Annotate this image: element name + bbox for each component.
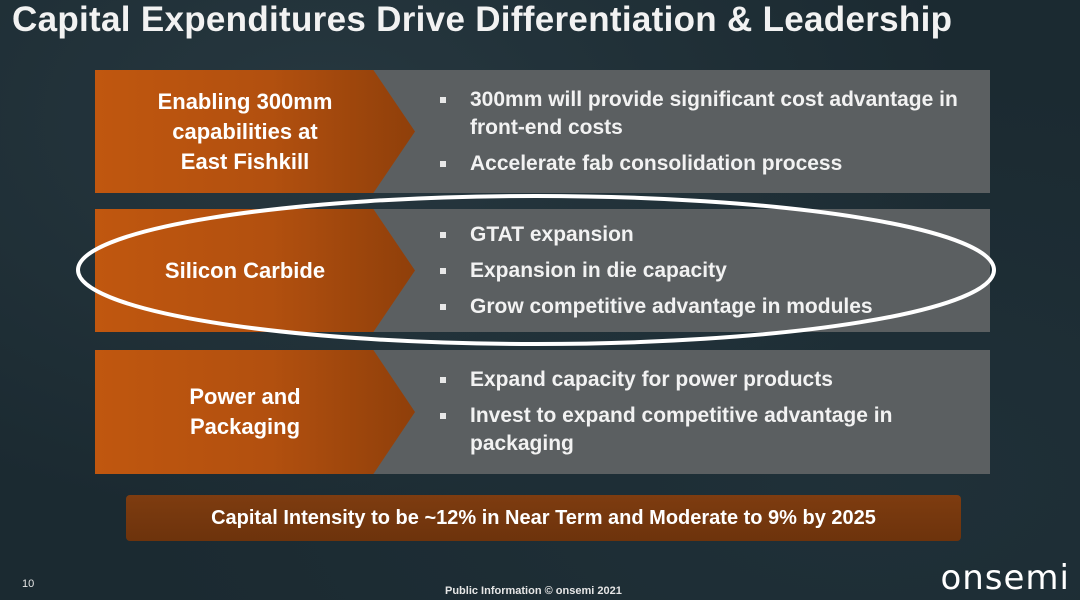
bullet-text: Expansion in die capacity	[470, 258, 727, 282]
bullet-text: Expand capacity for power products	[470, 368, 833, 391]
bullet-list: Expand capacity for power products Inves…	[440, 350, 960, 474]
bullet-text: Invest to expand competitive advantage i…	[470, 404, 893, 455]
row-label: Enabling 300mm capabilities at East Fish…	[157, 88, 333, 174]
bullet-text: Accelerate fab consolidation process	[470, 151, 843, 175]
bullet-item: GTAT expansion	[440, 221, 960, 249]
bullet-item: Expand capacity for power products	[440, 366, 960, 394]
bullet-text: 300mm will provide significant cost adva…	[470, 87, 958, 139]
square-bullet-icon	[440, 413, 446, 419]
square-bullet-icon	[440, 96, 446, 103]
bullet-text: Grow competitive advantage in modules	[470, 294, 873, 318]
row-chevron	[95, 350, 415, 474]
row-power-packaging: Power and Packaging Expand capacity for …	[95, 350, 990, 474]
square-bullet-icon	[440, 231, 446, 238]
row-300mm: Enabling 300mm capabilities at East Fish…	[95, 70, 990, 193]
square-bullet-icon	[440, 160, 446, 167]
bullet-list: GTAT expansion Expansion in die capacity…	[440, 209, 960, 332]
row-label: Silicon Carbide	[164, 257, 326, 283]
square-bullet-icon	[440, 377, 446, 383]
bullet-item: 300mm will provide significant cost adva…	[440, 86, 960, 142]
onsemi-logo: onsemi	[940, 558, 1070, 598]
bullet-item: Grow competitive advantage in modules	[440, 293, 960, 321]
bullet-text: GTAT expansion	[470, 222, 634, 246]
row-label: Power and Packaging	[189, 384, 301, 439]
slide-title: Capital Expenditures Drive Differentiati…	[12, 0, 953, 39]
page-number: 10	[22, 578, 35, 590]
row-silicon-carbide: Silicon Carbide GTAT expansion Expansion…	[95, 209, 990, 332]
square-bullet-icon	[440, 267, 446, 274]
bullet-item: Invest to expand competitive advantage i…	[440, 402, 960, 458]
bullet-item: Expansion in die capacity	[440, 257, 960, 285]
bullet-item: Accelerate fab consolidation process	[440, 150, 960, 178]
row-chevron	[95, 70, 415, 193]
footer-text: Public Information © onsemi 2021	[445, 585, 622, 597]
capital-intensity-banner: Capital Intensity to be ~12% in Near Ter…	[126, 495, 961, 541]
square-bullet-icon	[440, 303, 446, 310]
bullet-list: 300mm will provide significant cost adva…	[440, 70, 960, 193]
